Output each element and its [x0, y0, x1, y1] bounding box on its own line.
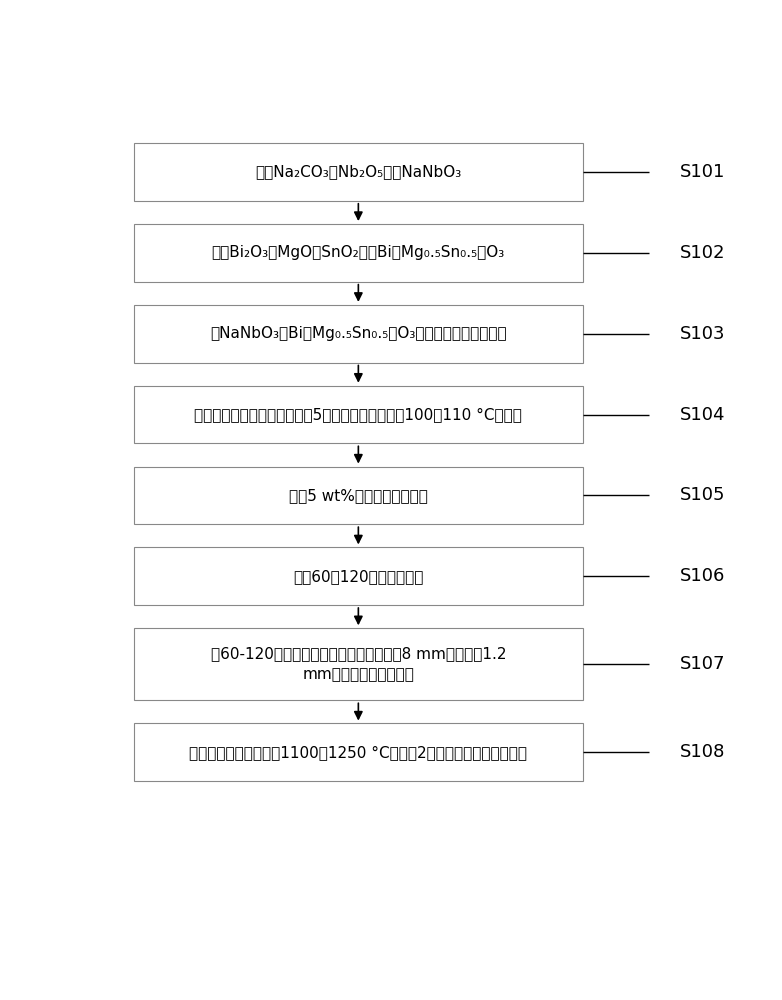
- Text: S108: S108: [680, 743, 725, 761]
- Bar: [135, 723, 583, 781]
- Text: 将排完胶的圆柱分别在1100～1250 °C下烧结2小时即得到所需陶瓷材料: 将排完胶的圆柱分别在1100～1250 °C下烧结2小时即得到所需陶瓷材料: [189, 745, 527, 760]
- Text: 基于Bi₂O₃、MgO和SnO₂制取Bi（Mg₀.₅Sn₀.₅）O₃: 基于Bi₂O₃、MgO和SnO₂制取Bi（Mg₀.₅Sn₀.₅）O₃: [212, 245, 505, 260]
- Text: 取60-120目大小的粉体用模具压成直径为8 mm，厚度为1.2
mm的圆柱，并进行排胶: 取60-120目大小的粉体用模具压成直径为8 mm，厚度为1.2 mm的圆柱，并…: [210, 646, 506, 682]
- Text: S107: S107: [680, 655, 725, 673]
- Text: S106: S106: [680, 567, 725, 585]
- Text: 加入5 wt%聚乙烯醇进行造粒: 加入5 wt%聚乙烯醇进行造粒: [289, 488, 428, 503]
- Bar: [135, 547, 583, 605]
- Bar: [135, 386, 583, 443]
- Text: S101: S101: [680, 163, 725, 181]
- Text: 加入氧化锆球与无水乙醇球磨5小时，取出在烘箱内100～110 °C下烘干: 加入氧化锆球与无水乙醇球磨5小时，取出在烘箱内100～110 °C下烘干: [195, 407, 522, 422]
- Text: 基于Na₂CO₃和Nb₂O₅制取NaNbO₃: 基于Na₂CO₃和Nb₂O₅制取NaNbO₃: [255, 164, 461, 179]
- Text: S102: S102: [680, 244, 725, 262]
- Bar: [135, 466, 583, 524]
- Text: S105: S105: [680, 486, 725, 504]
- Bar: [135, 224, 583, 282]
- Bar: [135, 143, 583, 201]
- Bar: [135, 305, 583, 363]
- Bar: [135, 628, 583, 700]
- Text: 将NaNbO₃和Bi（Mg₀.₅Sn₀.₅）O₃进行配比得到高纯粉体: 将NaNbO₃和Bi（Mg₀.₅Sn₀.₅）O₃进行配比得到高纯粉体: [210, 326, 507, 341]
- Text: S103: S103: [680, 325, 725, 343]
- Text: 使用60和120目的筛网过筛: 使用60和120目的筛网过筛: [293, 569, 424, 584]
- Text: S104: S104: [680, 406, 725, 424]
